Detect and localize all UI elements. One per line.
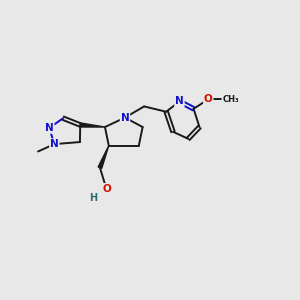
Polygon shape xyxy=(98,146,109,168)
Polygon shape xyxy=(80,123,105,127)
Text: O: O xyxy=(102,184,111,194)
Text: N: N xyxy=(121,112,129,123)
Text: H: H xyxy=(89,193,98,203)
Text: CH₃: CH₃ xyxy=(222,95,239,104)
Text: N: N xyxy=(45,123,54,133)
Text: N: N xyxy=(50,139,59,149)
Text: O: O xyxy=(204,94,213,104)
Text: N: N xyxy=(175,96,184,106)
